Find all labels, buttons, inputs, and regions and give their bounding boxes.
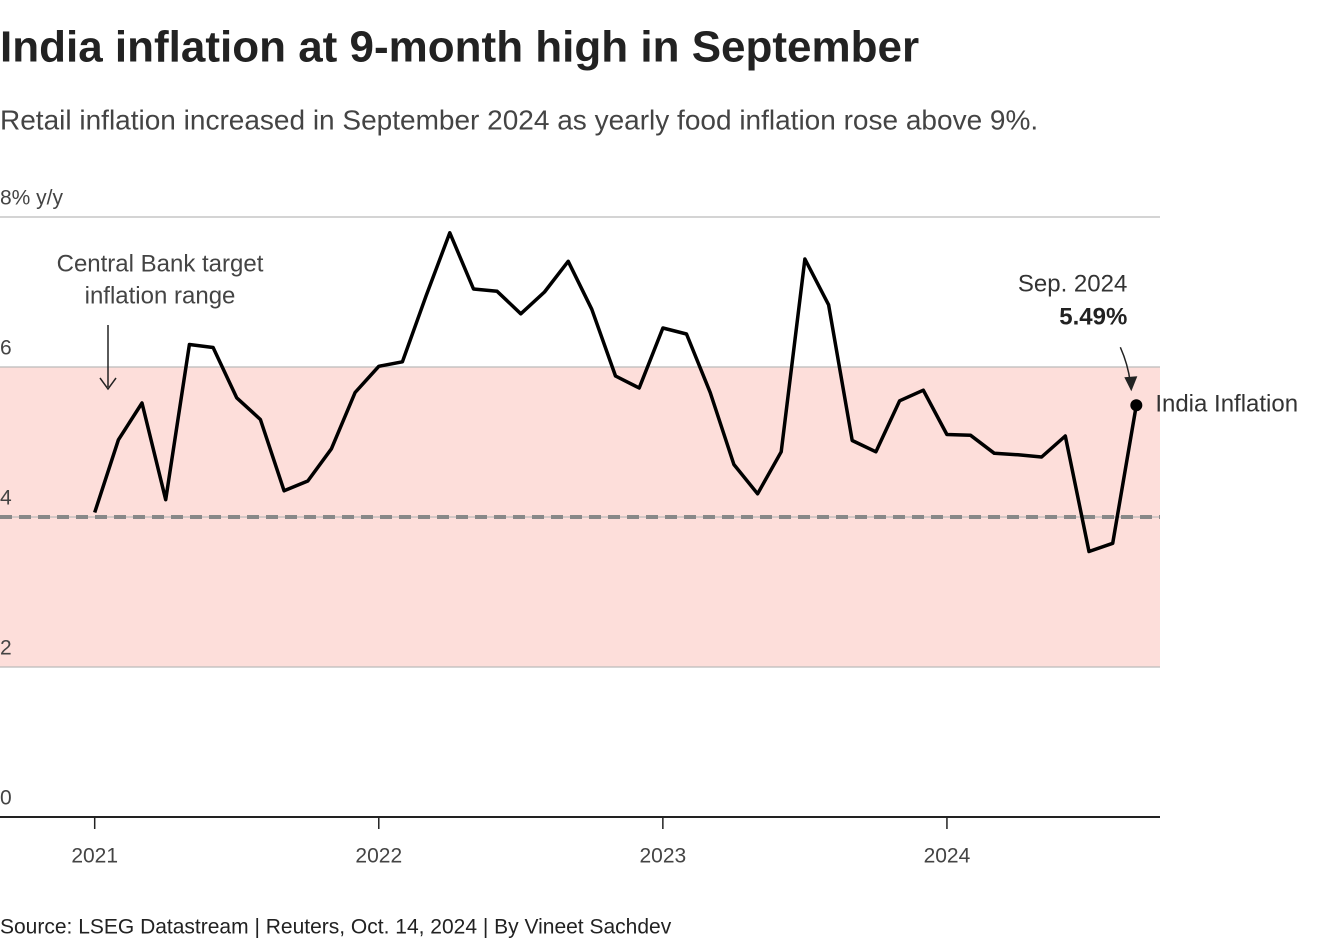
series-label: India Inflation xyxy=(1155,391,1298,418)
y-tick-label: 4 xyxy=(0,487,12,510)
chart-title: India inflation at 9-month high in Septe… xyxy=(0,23,919,72)
callout-arrowhead xyxy=(1124,376,1138,392)
range-annotation: inflation range xyxy=(85,282,236,309)
x-tick-label: 2021 xyxy=(71,845,118,868)
source: Source: LSEG Datastream | Reuters, Oct. … xyxy=(0,916,672,939)
chart-subtitle: Retail inflation increased in September … xyxy=(0,104,1038,135)
callout-date: Sep. 2024 xyxy=(1018,271,1127,298)
x-tick-label: 2022 xyxy=(355,845,402,868)
y-tick-label: 6 xyxy=(0,337,12,360)
y-tick-label: 2 xyxy=(0,637,12,660)
range-arrowhead xyxy=(99,377,117,391)
callout-value: 5.49% xyxy=(1059,304,1127,331)
end-point xyxy=(1130,399,1143,412)
range-annotation: Central Bank target xyxy=(57,250,264,277)
x-tick-label: 2024 xyxy=(924,845,971,868)
y-tick-label: 0 xyxy=(0,787,12,810)
x-tick-label: 2023 xyxy=(639,845,686,868)
line xyxy=(93,231,1139,554)
y-tick-label: 8% y/y xyxy=(0,187,64,210)
